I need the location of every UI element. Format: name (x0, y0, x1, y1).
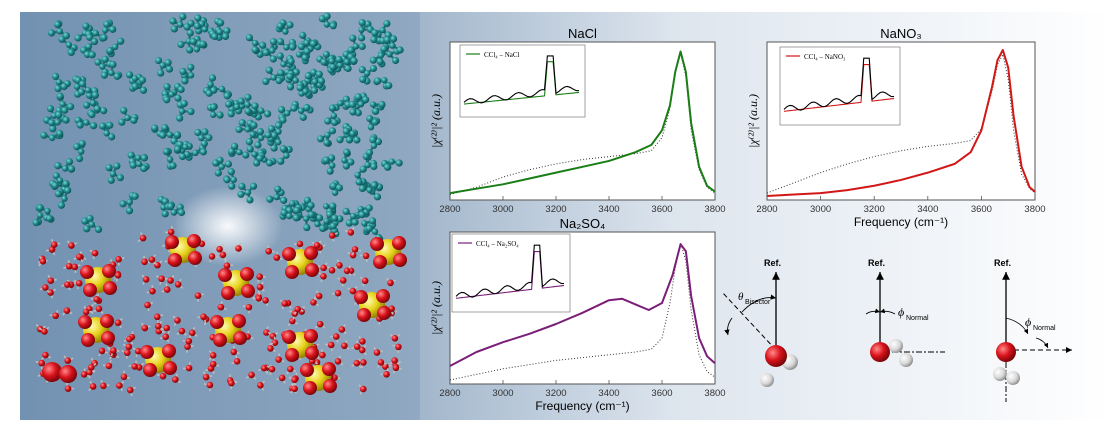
x-tick-label: 3000 (492, 388, 513, 399)
hydrogen-atom (899, 353, 913, 367)
hydrogen-atom (760, 373, 774, 387)
hydrogen-atom (1006, 371, 1020, 385)
ref-label: Ref. (764, 258, 781, 268)
x-tick-label: 3200 (864, 204, 885, 215)
panel-title: Na₂SO₄ (560, 216, 606, 231)
x-axis-label: Frequency (cm⁻¹) (535, 399, 629, 413)
panel-title: NaCl (568, 26, 597, 41)
oxygen-atom (765, 345, 787, 367)
inset-legend-label: CCl₄ – NaNO₃ (804, 53, 846, 61)
ref-label: Ref. (868, 258, 885, 268)
angle-subscript: Normal (906, 315, 929, 322)
hydrogen-atom (993, 367, 1007, 381)
x-tick-label: 3800 (704, 204, 725, 215)
ref-label: Ref. (994, 258, 1011, 268)
hydrogen-atom (889, 339, 903, 353)
y-axis-label: |χ⁽²⁾|² (a.u.) (429, 281, 443, 335)
x-tick-label: 3800 (704, 388, 725, 399)
x-tick-label: 3400 (598, 388, 619, 399)
angle-subscript: Bisector (745, 299, 771, 306)
angle-symbol: ϕ (1025, 315, 1031, 329)
x-tick-label: 3000 (492, 204, 513, 215)
x-tick-label: 3400 (598, 204, 619, 215)
x-axis-label: Frequency (cm⁻¹) (854, 215, 948, 229)
x-tick-label: 2800 (439, 388, 460, 399)
x-tick-label: 3600 (651, 204, 672, 215)
panel-title: NaNO₃ (880, 26, 921, 41)
inset-legend-label: CCl₄ – NaCl (484, 51, 520, 59)
x-tick-label: 3400 (917, 204, 938, 215)
y-axis-label: |χ⁽²⁾|² (a.u.) (429, 94, 443, 148)
angle-subscript: Normal (1033, 325, 1056, 332)
x-tick-label: 3200 (545, 388, 566, 399)
x-tick-label: 3600 (971, 204, 992, 215)
oxygen-atom (870, 342, 890, 362)
inset-legend-label: CCl₄ – Na₂SO₄ (476, 240, 519, 248)
x-tick-label: 2800 (756, 204, 777, 215)
x-tick-label: 2800 (439, 204, 460, 215)
x-tick-label: 3800 (1024, 204, 1045, 215)
x-tick-label: 3600 (651, 388, 672, 399)
angle-symbol: θ (738, 291, 744, 303)
nano3-spectrum-panel: NaNO₃ |χ⁽²⁾|² (a.u.) 2800 3000 3200 3400 3600 3… (746, 26, 1046, 229)
x-tick-label: 3200 (545, 204, 566, 215)
y-axis-label: |χ⁽²⁾|² (a.u.) (746, 94, 760, 148)
oxygen-atom (996, 342, 1016, 362)
x-tick-label: 3000 (810, 204, 831, 215)
nacl-spectrum-panel: NaCl |χ⁽²⁾|² (a.u.) 2800 3000 3200 3400 3600 38… (429, 26, 726, 215)
angle-symbol: ϕ (898, 305, 904, 319)
na2so4-spectrum-panel: Na₂SO₄ |χ⁽²⁾|² (a.u.) 2800 3000 3200 3400 3600… (429, 216, 726, 413)
